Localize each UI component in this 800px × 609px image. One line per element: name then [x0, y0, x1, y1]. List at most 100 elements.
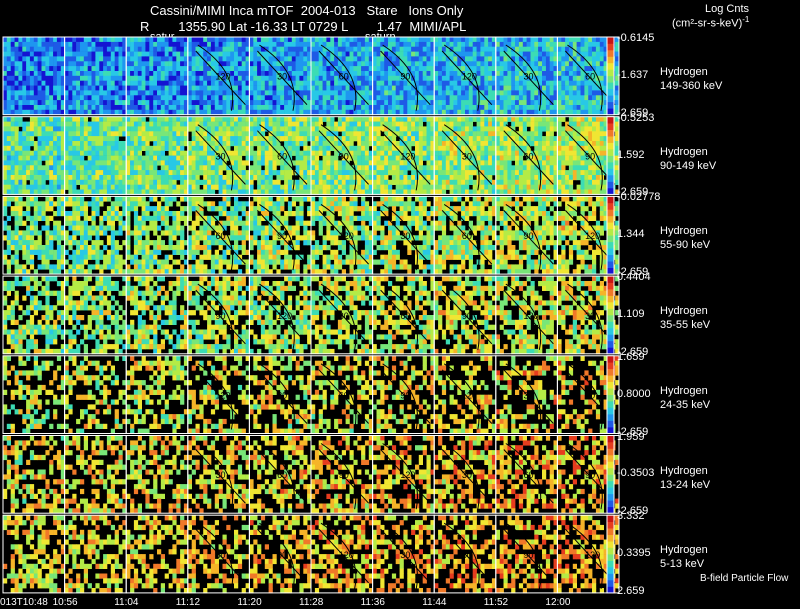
heatmap-pixel	[83, 116, 88, 122]
heatmap-pixel	[6, 51, 11, 57]
heatmap-pixel	[207, 46, 212, 52]
heatmap-pixel	[106, 141, 112, 147]
heatmap-pixel	[99, 131, 104, 137]
heatmap-pixel	[307, 189, 312, 195]
heatmap-pixel	[72, 75, 77, 81]
heatmap-pixel	[511, 116, 516, 122]
heatmap-pixel	[53, 85, 58, 91]
heatmap-pixel	[453, 85, 458, 91]
heatmap-pixel	[3, 37, 8, 43]
heatmap-pixel	[191, 126, 196, 132]
heatmap-pixel	[133, 85, 139, 91]
heatmap-pixel	[110, 179, 115, 185]
heatmap-pixel	[465, 100, 470, 106]
heatmap-pixel	[568, 116, 574, 122]
heatmap-pixel	[522, 37, 527, 43]
heatmap-pixel	[264, 75, 269, 81]
heatmap-pixel	[530, 75, 535, 81]
heatmap-pixel	[499, 37, 504, 43]
heatmap-pixel	[472, 56, 477, 62]
heatmap-pixel	[572, 121, 577, 127]
heatmap-pixel	[172, 46, 177, 52]
heatmap-pixel	[384, 145, 389, 151]
heatmap-pixel	[403, 126, 408, 132]
heatmap-pixel	[218, 170, 223, 176]
heatmap-pixel	[368, 41, 373, 48]
heatmap-pixel	[241, 109, 246, 115]
heatmap-pixel	[484, 121, 489, 127]
heatmap-pixel	[72, 184, 77, 190]
heatmap-pixel	[249, 80, 254, 86]
heatmap-pixel	[445, 170, 450, 176]
heatmap-pixel	[95, 41, 100, 48]
heatmap-pixel	[357, 61, 362, 67]
heatmap-pixel	[522, 51, 527, 57]
heatmap-pixel	[430, 85, 435, 91]
heatmap-pixel	[207, 71, 212, 77]
heatmap-pixel	[391, 66, 397, 72]
heatmap-pixel	[22, 95, 27, 101]
heatmap-pixel	[518, 145, 524, 151]
heatmap-pixel	[260, 41, 266, 48]
heatmap-pixel	[45, 150, 50, 156]
heatmap-pixel	[29, 109, 35, 115]
heatmap-pixel	[276, 85, 281, 91]
heatmap-pixel	[106, 189, 112, 195]
heatmap-pixel	[118, 66, 123, 72]
heatmap-pixel	[60, 141, 65, 147]
heatmap-pixel	[91, 109, 96, 115]
heatmap-pixel	[241, 170, 246, 176]
heatmap-pixel	[349, 56, 354, 62]
heatmap-pixel	[499, 184, 504, 190]
heatmap-pixel	[137, 136, 142, 142]
heatmap-pixel	[511, 46, 516, 52]
heatmap-pixel	[314, 150, 320, 156]
heatmap-pixel	[441, 90, 447, 96]
heatmap-pixel	[534, 109, 539, 115]
heatmap-pixel	[353, 85, 358, 91]
heatmap-pixel	[195, 51, 200, 57]
heatmap-pixel	[330, 95, 335, 101]
heatmap-pixel	[499, 179, 504, 185]
heatmap-pixel	[515, 121, 520, 127]
heatmap-pixel	[372, 126, 377, 132]
heatmap-pixel	[465, 95, 470, 101]
heatmap-pixel	[172, 41, 177, 48]
heatmap-pixel	[137, 90, 142, 96]
colorbar-segment	[607, 50, 614, 57]
heatmap-pixel	[507, 85, 512, 91]
heatmap-pixel	[503, 56, 508, 62]
heatmap-pixel	[207, 61, 212, 67]
overlay-line	[380, 130, 431, 185]
heatmap-pixel	[234, 160, 239, 166]
heatmap-pixel	[3, 136, 8, 142]
heatmap-pixel	[45, 116, 50, 122]
heatmap-pixel	[361, 95, 366, 101]
heatmap-pixel	[549, 184, 554, 190]
heatmap-pixel	[576, 155, 581, 161]
heatmap-pixel	[245, 141, 250, 147]
heatmap-pixel	[160, 126, 165, 132]
heatmap-pixel	[511, 90, 516, 96]
heatmap-pixel	[376, 170, 381, 176]
heatmap-pixel	[388, 160, 393, 166]
heatmap-pixel	[183, 175, 189, 181]
heatmap-pixel	[207, 126, 212, 132]
heatmap-pixel	[245, 37, 250, 43]
heatmap-pixel	[145, 184, 150, 190]
heatmap-pixel	[291, 71, 296, 77]
heatmap-pixel	[237, 160, 243, 166]
overlay-number: 90	[339, 151, 349, 161]
heatmap-pixel	[76, 71, 81, 77]
heatmap-pixel	[257, 131, 262, 137]
heatmap-pixel	[49, 145, 54, 151]
heatmap-pixel	[522, 170, 527, 176]
heatmap-pixel	[130, 41, 135, 48]
heatmap-pixel	[484, 189, 489, 195]
heatmap-pixel	[187, 170, 192, 176]
heatmap-pixel	[434, 37, 439, 43]
heatmap-pixel	[287, 80, 293, 86]
heatmap-pixel	[472, 189, 477, 195]
heatmap-pixel	[411, 61, 416, 67]
heatmap-pixel	[122, 66, 127, 72]
